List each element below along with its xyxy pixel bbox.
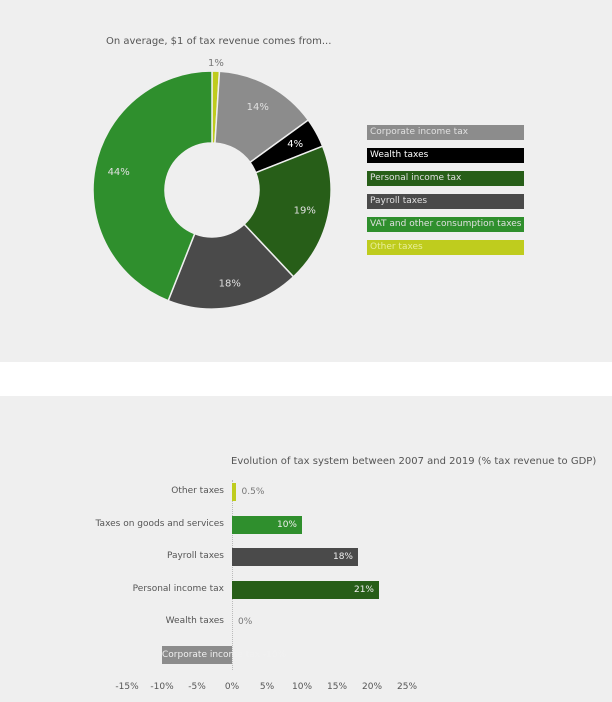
bar-payroll-taxes <box>232 548 358 566</box>
slice-label-payroll-taxes: 18% <box>219 278 241 289</box>
slice-label-wealth-taxes: 4% <box>287 139 303 150</box>
pie-chart-title: On average, $1 of tax revenue comes from… <box>106 36 332 47</box>
bar-personal-income-tax <box>232 580 379 599</box>
bar-chart-title: Evolution of tax system between 2007 and… <box>231 456 597 467</box>
bar-other-taxes <box>232 483 236 501</box>
value-label-personal-income-tax: 21% <box>353 584 374 595</box>
value-label-taxes-on-goods-and-services: 10% <box>276 519 297 530</box>
x-tick-label: 15% <box>326 682 348 692</box>
x-tick-label: -10% <box>150 682 174 692</box>
legend-item-wealth-taxes: Wealth taxes <box>367 148 524 163</box>
value-label-corporate-income-tax: Corporate income tax -10% <box>162 649 287 660</box>
slice-payroll-taxes <box>167 223 295 310</box>
x-tick-label: -15% <box>115 682 139 692</box>
x-tick-label: 5% <box>259 682 275 692</box>
slice-vat-and-other-consumption-taxes <box>92 70 213 302</box>
category-label-personal-income-tax: Personal income tax <box>132 583 224 594</box>
value-label-other-taxes: 0.5% <box>241 487 265 497</box>
x-tick-label: 10% <box>291 682 313 692</box>
legend-item-corporate-income-tax: Corporate income tax <box>367 125 524 140</box>
legend-item-payroll-taxes: Payroll taxes <box>367 194 524 209</box>
bar-taxes-on-goods-and-services <box>232 515 302 534</box>
legend-item-personal-income-tax: Personal income tax <box>367 171 524 186</box>
x-tick-label: -5% <box>188 682 206 692</box>
zero-axis-line <box>232 480 233 670</box>
x-tick-label: 20% <box>361 682 383 692</box>
slice-personal-income-tax <box>243 145 332 278</box>
slice-label-vat-and-other-consumption-taxes: 44% <box>108 167 130 178</box>
x-tick-label: 25% <box>396 682 418 692</box>
legend-item-vat-and-other-consumption-taxes: VAT and other consumption taxes <box>367 217 524 232</box>
category-label-taxes-on-goods-and-services: Taxes on goods and services <box>95 518 224 529</box>
value-label-payroll-taxes: 18% <box>332 552 353 562</box>
slice-label-other-taxes: 1% <box>208 58 224 69</box>
x-tick-label: 0% <box>224 682 240 692</box>
donut-chart: 1% 14% 4% 19% 18% 44% <box>92 58 332 310</box>
bar-corporate-income-tax <box>162 645 232 664</box>
category-label-other-taxes: Other taxes <box>171 486 224 496</box>
category-label-payroll-taxes: Payroll taxes <box>166 551 224 561</box>
slice-label-personal-income-tax: 19% <box>294 206 316 217</box>
legend-item-other-taxes: Other taxes <box>367 240 524 255</box>
slice-label-corporate-income-tax: 14% <box>247 102 269 113</box>
value-label-wealth-taxes: 0% <box>238 617 253 627</box>
category-label-wealth-taxes: Wealth taxes <box>165 616 224 626</box>
